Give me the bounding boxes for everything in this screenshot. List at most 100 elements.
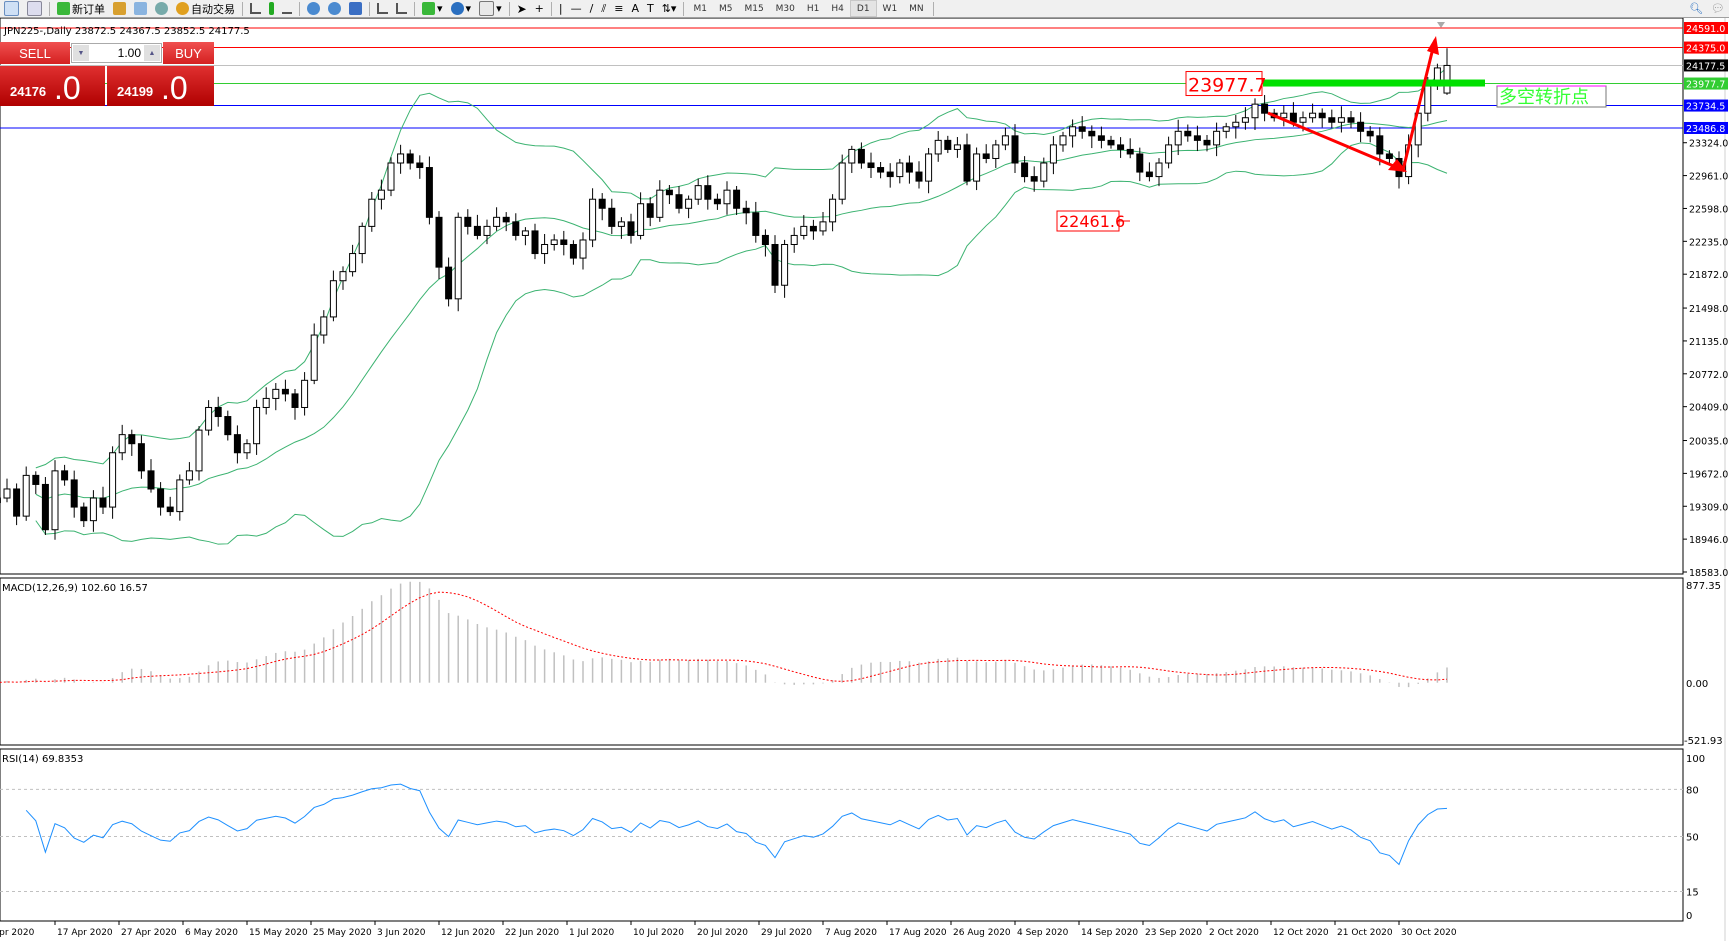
chart-shift-button[interactable] (392, 0, 411, 17)
zoom-out-button[interactable] (324, 0, 345, 17)
timeframe-m5[interactable]: M5 (718, 3, 733, 14)
auto-scroll-button[interactable] (373, 0, 392, 17)
toolbar: 新订单 自动交易 ▾ ▾ ▾ ➤ + | — / ⫽ ≡ A T ⇅▾ M1 M5… (0, 0, 1729, 18)
level-price-tag (1684, 99, 1728, 112)
candle (934, 139, 942, 155)
date-tick-label: 23 Sep 2020 (1145, 928, 1202, 938)
equidistant-channel-button[interactable]: ⫽ (601, 1, 607, 15)
candle (829, 198, 837, 223)
candle (1241, 117, 1249, 123)
rsi-line (25, 783, 1448, 866)
separator (242, 1, 243, 16)
auto-trading-button[interactable]: 自动交易 (172, 0, 239, 17)
sell-price-frac: .0 (54, 70, 81, 106)
candle (157, 488, 165, 508)
candle (1251, 103, 1259, 119)
market-button[interactable] (151, 0, 172, 17)
price-tick-label: 23324.0 (1689, 139, 1728, 150)
price-tick-label: 21498.0 (1689, 304, 1728, 315)
candle (761, 234, 769, 245)
lot-size-value[interactable]: 1.00 (117, 46, 141, 60)
signals-button[interactable] (130, 0, 151, 17)
candle (723, 189, 731, 205)
timeframe-m15[interactable]: M15 (744, 3, 764, 14)
candle (646, 203, 654, 218)
lot-decrease-icon[interactable]: ▼ (73, 45, 89, 61)
timeframe-h4[interactable]: H4 (831, 3, 844, 14)
macd-pane[interactable] (0, 577, 1684, 746)
date-tick-label: 26 Aug 2020 (953, 928, 1011, 938)
candle (992, 144, 1000, 159)
templates-button[interactable]: ▾ (475, 0, 506, 17)
text-button[interactable]: A (631, 2, 639, 15)
timeframe-mn[interactable]: MN (909, 3, 924, 14)
lot-size-stepper[interactable]: ▼ 1.00 ▲ (71, 43, 162, 63)
price-tick-label: 22235.0 (1689, 237, 1728, 248)
zoom-in-button[interactable] (303, 0, 324, 17)
trendline-button[interactable]: / (589, 2, 594, 15)
cursor-button[interactable]: ➤ (516, 1, 527, 16)
candlestick-button[interactable] (265, 0, 278, 17)
candle (925, 153, 933, 182)
timeframe-m30[interactable]: M30 (775, 3, 795, 14)
periods-button[interactable]: ▾ (447, 0, 476, 17)
pivot-zone-bar[interactable] (1263, 79, 1485, 87)
separator (49, 1, 50, 16)
zoom-window-button[interactable] (23, 0, 46, 17)
arrows-button[interactable]: ⇅▾ (661, 2, 677, 15)
date-tick-label: 7 Aug 2020 (825, 928, 877, 938)
search-button[interactable]: 🔍︎ (1685, 0, 1707, 17)
price-tick-label: 22961.0 (1689, 172, 1728, 183)
timeframe-h1[interactable]: H1 (806, 3, 820, 14)
indicators-button[interactable]: ▾ (418, 0, 447, 17)
lot-increase-icon[interactable]: ▲ (144, 45, 160, 61)
separator (550, 1, 552, 16)
fibonacci-button[interactable]: ≡ (614, 2, 624, 15)
candle (560, 239, 568, 245)
candle (70, 479, 78, 508)
main-pane[interactable] (0, 17, 1684, 575)
candle (877, 167, 885, 173)
candle (1097, 135, 1105, 141)
candle (493, 216, 501, 227)
timeframe-w1[interactable]: W1 (882, 3, 898, 14)
sell-button[interactable]: SELL (0, 42, 70, 64)
timeframe-m1[interactable]: M1 (693, 3, 707, 14)
buy-button[interactable]: BUY (163, 42, 214, 64)
auto-trading-label: 自动交易 (191, 2, 235, 16)
chart-shift-marker[interactable] (1437, 22, 1445, 28)
price-tick-label: 21135.0 (1689, 337, 1728, 348)
timeframe-d1[interactable]: D1 (849, 0, 877, 17)
new-chart-button[interactable] (0, 0, 23, 17)
candlestick-icon (269, 2, 274, 15)
buy-price-button[interactable]: 24199 .0 (107, 66, 214, 106)
level-label-box[interactable] (1185, 71, 1263, 97)
candle (22, 474, 30, 517)
antenna-icon (155, 2, 168, 15)
text-label-button[interactable]: T (646, 2, 654, 15)
crosshair-button[interactable]: + (534, 2, 544, 15)
metaeditor-button[interactable] (109, 0, 130, 17)
candle (905, 162, 913, 173)
date-tick-label: 4 Sep 2020 (1017, 928, 1069, 938)
candle (1328, 117, 1336, 123)
search-icon: 🔍︎ (1689, 2, 1704, 15)
tile-windows-button[interactable] (345, 0, 366, 17)
rsi-pane[interactable] (0, 748, 1684, 922)
candle (483, 225, 491, 236)
candle (233, 434, 241, 454)
candle (128, 434, 136, 445)
bar-chart-button[interactable] (246, 0, 265, 17)
new-order-button[interactable]: 新订单 (53, 0, 109, 17)
candle (214, 406, 222, 418)
vertical-line-button[interactable]: | (558, 2, 563, 15)
sell-price-button[interactable]: 24176 .0 (0, 66, 105, 106)
horizontal-line-button[interactable]: — (570, 2, 582, 15)
community-button[interactable]: 💬︎ (1707, 0, 1729, 17)
level-price-tag (1684, 121, 1728, 134)
line-chart-button[interactable] (278, 0, 296, 17)
candle (1021, 162, 1029, 178)
date-tick-label: 2 Oct 2020 (1209, 928, 1259, 938)
candle (685, 198, 693, 209)
